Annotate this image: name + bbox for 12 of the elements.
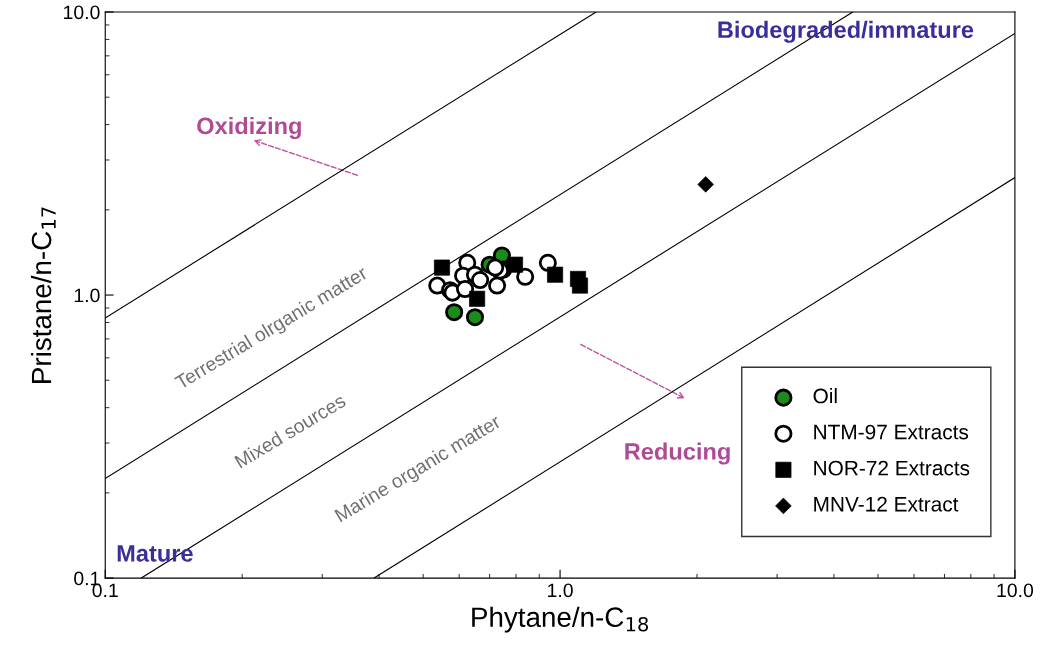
legend-label: NTM-97 Extracts <box>814 424 969 440</box>
legend-label: NOR-72 Extracts <box>814 460 970 476</box>
legend-label: MNV-12 Extract <box>814 496 959 512</box>
y-axis-title: Pristane/n-C$_{17}$ <box>30 207 56 383</box>
x-axis-title: Phytane/n-C$_{18}$ <box>472 606 649 633</box>
x-tick-label: 10.0 <box>997 583 1034 598</box>
y-tick-label: 10.0 <box>64 5 100 20</box>
legend-label: Oil <box>813 388 837 404</box>
annotation: Oxidizing <box>197 116 301 140</box>
x-tick-label: 1.0 <box>548 583 573 598</box>
annotation: Reducing <box>625 442 730 465</box>
y-tick-label: 1.0 <box>74 288 100 303</box>
